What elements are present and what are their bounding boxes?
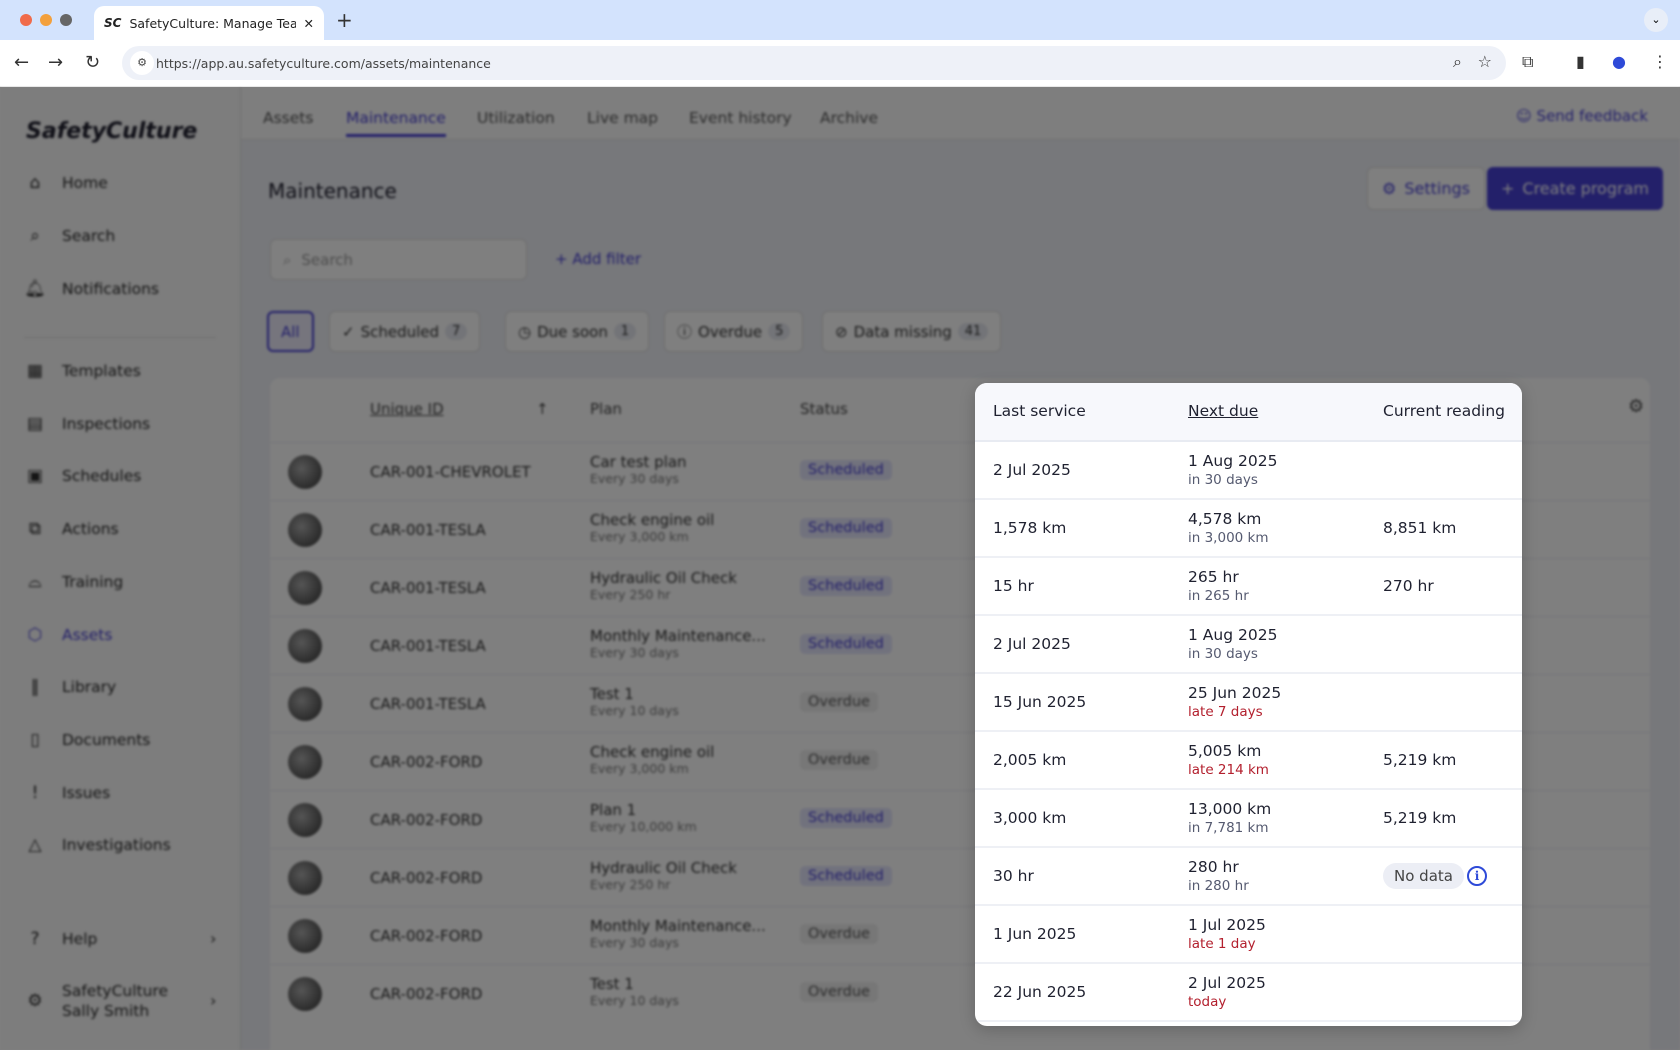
popup-row[interactable]: 1 Jun 2025 1 Jul 2025 late 1 day: [975, 906, 1522, 964]
next-due: 1 Jul 2025: [1188, 916, 1266, 934]
next-due-relative: in 280 hr: [1188, 878, 1249, 894]
window-controls[interactable]: [20, 14, 72, 26]
next-due: 1 Aug 2025: [1188, 626, 1278, 644]
last-service: 2 Jul 2025: [993, 461, 1071, 479]
popup-row[interactable]: 1,578 km 4,578 km in 3,000 km 8,851 km: [975, 500, 1522, 558]
last-service: 2 Jul 2025: [993, 635, 1071, 653]
next-due: 1 Aug 2025: [1188, 452, 1278, 470]
last-service: 1,578 km: [993, 519, 1067, 537]
next-due-relative: late 1 day: [1188, 936, 1256, 952]
next-due-relative: in 30 days: [1188, 646, 1258, 662]
zoom-icon[interactable]: ⌕: [1453, 52, 1462, 71]
popup-row[interactable]: 15 Jun 2025 25 Jun 2025 late 7 days: [975, 674, 1522, 732]
side-panel-icon[interactable]: ▮: [1576, 52, 1585, 71]
url-text: https://app.au.safetyculture.com/assets/…: [156, 55, 491, 71]
popup-row[interactable]: 2 Jul 2025 1 Aug 2025 in 30 days: [975, 442, 1522, 500]
forward-icon[interactable]: →: [48, 52, 64, 73]
next-due-relative: today: [1188, 994, 1227, 1010]
next-due-relative: late 7 days: [1188, 704, 1263, 720]
favicon: SC: [104, 16, 122, 30]
next-due-relative: in 3,000 km: [1188, 530, 1269, 546]
next-due-cell: 1 Aug 2025 in 30 days: [1188, 626, 1277, 664]
next-due: 5,005 km: [1188, 742, 1262, 760]
next-due: 4,578 km: [1188, 510, 1262, 528]
next-due-cell: 265 hr in 265 hr: [1188, 568, 1249, 606]
close-window-icon[interactable]: [20, 14, 32, 26]
minimize-window-icon[interactable]: [40, 14, 52, 26]
header-current-reading[interactable]: Current reading: [1383, 402, 1506, 420]
next-due-cell: 280 hr in 280 hr: [1188, 858, 1249, 896]
next-due-cell: 25 Jun 2025 late 7 days: [1188, 684, 1281, 722]
next-due-cell: 1 Aug 2025 in 30 days: [1188, 452, 1277, 490]
tab-search-button[interactable]: ⌄: [1644, 8, 1668, 32]
close-tab-icon[interactable]: ✕: [303, 15, 314, 31]
current-reading: 5,219 km: [1383, 809, 1457, 827]
bookmark-star-icon[interactable]: ☆: [1477, 52, 1492, 71]
table-highlight-popup: Last service Next due Current reading 2 …: [975, 383, 1522, 1026]
browser-toolbar: ← → ↻ ⚙ https://app.au.safetyculture.com…: [0, 40, 1680, 87]
next-due-cell: 1 Jul 2025 late 1 day: [1188, 916, 1266, 954]
popup-header: Last service Next due Current reading: [975, 383, 1522, 442]
popup-row[interactable]: 2 Jul 2025 1 Aug 2025 in 30 days: [975, 616, 1522, 674]
next-due-relative: late 214 km: [1188, 762, 1269, 778]
last-service: 30 hr: [993, 867, 1034, 885]
next-due-cell: 4,578 km in 3,000 km: [1188, 510, 1269, 548]
browser-tab[interactable]: SC SafetyCulture: Manage Teams ✕: [94, 6, 324, 40]
next-due: 25 Jun 2025: [1188, 684, 1282, 702]
next-due: 280 hr: [1188, 858, 1239, 876]
last-service: 1 Jun 2025: [993, 925, 1077, 943]
next-due-relative: in 30 days: [1188, 472, 1258, 488]
next-due: 2 Jul 2025: [1188, 974, 1266, 992]
profile-icon[interactable]: ●: [1612, 52, 1626, 71]
tab-title: SafetyCulture: Manage Teams: [129, 15, 296, 31]
current-reading: 8,851 km: [1383, 519, 1457, 537]
last-service: 2,005 km: [993, 751, 1067, 769]
last-service: 3,000 km: [993, 809, 1067, 827]
current-reading: 270 hr: [1383, 577, 1434, 595]
browser-tab-strip: SC SafetyCulture: Manage Teams ✕ + ⌄: [0, 0, 1680, 40]
site-settings-icon[interactable]: ⚙: [130, 51, 154, 75]
menu-icon[interactable]: ⋮: [1652, 52, 1668, 71]
next-due: 265 hr: [1188, 568, 1239, 586]
popup-row[interactable]: 22 Jun 2025 2 Jul 2025 today: [975, 964, 1522, 1022]
back-icon[interactable]: ←: [14, 52, 30, 73]
next-due-cell: 13,000 km in 7,781 km: [1188, 800, 1271, 838]
header-next-due[interactable]: Next due: [1188, 402, 1259, 420]
current-reading: 5,219 km: [1383, 751, 1457, 769]
last-service: 22 Jun 2025: [993, 983, 1087, 1001]
last-service: 15 hr: [993, 577, 1034, 595]
next-due: 13,000 km: [1188, 800, 1272, 818]
popup-row[interactable]: 2,005 km 5,005 km late 214 km 5,219 km: [975, 732, 1522, 790]
maximize-window-icon[interactable]: [60, 14, 72, 26]
next-due-relative: in 265 hr: [1188, 588, 1249, 604]
address-bar[interactable]: ⚙ https://app.au.safetyculture.com/asset…: [122, 46, 1506, 80]
next-due-cell: 2 Jul 2025 today: [1188, 974, 1266, 1012]
no-data-badge: No data: [1383, 863, 1464, 889]
next-due-relative: in 7,781 km: [1188, 820, 1269, 836]
info-icon[interactable]: i: [1467, 866, 1487, 886]
header-last-service[interactable]: Last service: [993, 402, 1086, 420]
next-due-cell: 5,005 km late 214 km: [1188, 742, 1269, 780]
reload-icon[interactable]: ↻: [85, 52, 101, 73]
popup-row[interactable]: 15 hr 265 hr in 265 hr 270 hr: [975, 558, 1522, 616]
extensions-icon[interactable]: ⧉: [1522, 52, 1534, 71]
popup-row[interactable]: 3,000 km 13,000 km in 7,781 km 5,219 km: [975, 790, 1522, 848]
new-tab-button[interactable]: +: [336, 8, 353, 32]
last-service: 15 Jun 2025: [993, 693, 1087, 711]
popup-row[interactable]: 30 hr 280 hr in 280 hr No data i: [975, 848, 1522, 906]
